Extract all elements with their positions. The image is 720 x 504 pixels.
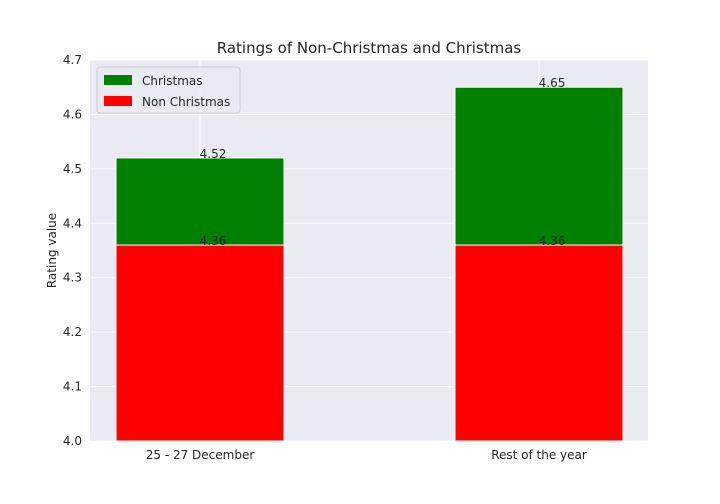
y-tick-label: 4.7 — [63, 53, 82, 67]
bar-non-christmas — [454, 244, 624, 442]
x-axis-ticks: 25 - 27 December Rest of the year — [146, 448, 587, 462]
data-label: 4.65 — [539, 76, 566, 90]
y-tick-label: 4.6 — [63, 107, 82, 121]
y-axis-ticks: 4.0 4.1 4.2 4.3 4.4 4.5 4.6 4.7 — [63, 53, 82, 448]
legend-swatch — [104, 75, 132, 85]
legend: Christmas Non Christmas — [96, 66, 241, 114]
bars — [115, 86, 624, 442]
data-label: 4.52 — [200, 147, 227, 161]
x-tick-label: Rest of the year — [491, 448, 587, 462]
data-labels: 4.52 4.65 4.36 4.36 — [200, 76, 566, 248]
legend-box — [96, 66, 241, 114]
legend-label: Non Christmas — [142, 95, 230, 109]
y-tick-label: 4.5 — [63, 162, 82, 176]
data-label: 4.36 — [539, 234, 566, 248]
chart-title: Ratings of Non-Christmas and Christmas — [217, 39, 522, 57]
y-tick-label: 4.0 — [63, 434, 82, 448]
data-label: 4.36 — [200, 234, 227, 248]
y-tick-label: 4.1 — [63, 380, 82, 394]
x-tick-label: 25 - 27 December — [146, 448, 255, 462]
y-tick-label: 4.2 — [63, 325, 82, 339]
legend-label: Christmas — [142, 74, 203, 88]
y-tick-label: 4.3 — [63, 271, 82, 285]
legend-swatch — [104, 96, 132, 106]
y-tick-label: 4.4 — [63, 216, 82, 230]
bar-non-christmas — [115, 244, 285, 442]
y-axis-label: Rating value — [45, 213, 59, 288]
